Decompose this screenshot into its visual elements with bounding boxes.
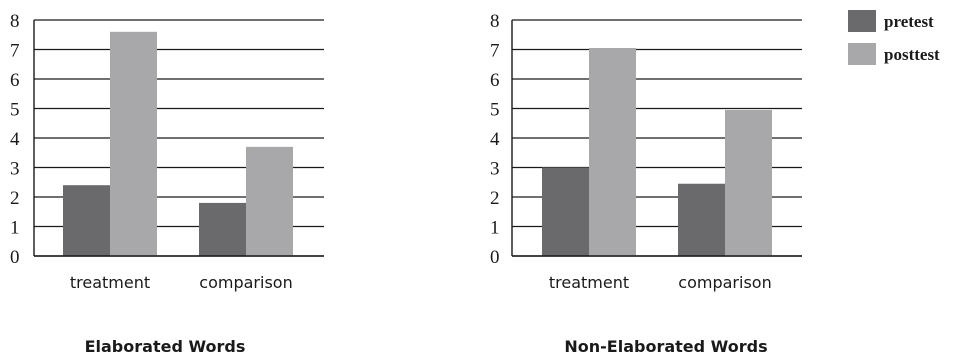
y-tick-label: 6 <box>490 70 500 91</box>
category-label: comparison <box>199 273 292 292</box>
chart-title: Non-Elaborated Words <box>564 337 767 354</box>
bar-posttest-comparison <box>725 109 772 256</box>
category-label: treatment <box>549 273 629 292</box>
bar-pretest-comparison <box>199 202 246 256</box>
y-tick-label: 2 <box>10 188 20 209</box>
y-tick-label: 4 <box>490 129 500 150</box>
y-tick-label: 1 <box>490 218 500 239</box>
y-tick-label: 3 <box>10 159 20 180</box>
bar-posttest-comparison <box>246 146 293 256</box>
category-label: treatment <box>70 273 150 292</box>
bar-posttest-treatment <box>110 31 157 256</box>
non-elaborated-words-chart: 0 1 2 3 4 5 6 7 8 treatment comparison Non-Elaborat… <box>490 11 802 354</box>
legend-label-posttest: posttest <box>884 45 940 64</box>
y-tick-label: 0 <box>10 247 20 268</box>
y-tick-label: 6 <box>10 70 20 91</box>
bar-pretest-comparison <box>678 183 725 256</box>
bar-pretest-treatment <box>63 185 110 256</box>
legend-swatch-posttest <box>848 43 876 65</box>
y-tick-label: 0 <box>490 247 500 268</box>
y-tick-label: 5 <box>490 100 500 121</box>
y-tick-label: 4 <box>10 129 20 150</box>
chart-title: Elaborated Words <box>85 337 246 354</box>
y-tick-label: 7 <box>10 41 20 62</box>
legend: pretest posttest <box>848 10 940 65</box>
y-tick-label: 8 <box>10 11 20 32</box>
bar-posttest-treatment <box>589 48 636 257</box>
bar-pretest-treatment <box>542 167 589 256</box>
y-tick-label: 7 <box>490 41 500 62</box>
y-tick-label: 5 <box>10 100 20 121</box>
y-tick-label: 2 <box>490 188 500 209</box>
elaborated-words-chart: 0 1 2 3 4 5 6 7 8 treatment comparison Elaborated W… <box>10 11 324 354</box>
y-tick-label: 1 <box>10 218 20 239</box>
y-tick-label: 8 <box>490 11 500 32</box>
legend-swatch-pretest <box>848 10 876 32</box>
y-tick-label: 3 <box>490 159 500 180</box>
legend-label-pretest: pretest <box>884 12 934 31</box>
category-label: comparison <box>678 273 771 292</box>
